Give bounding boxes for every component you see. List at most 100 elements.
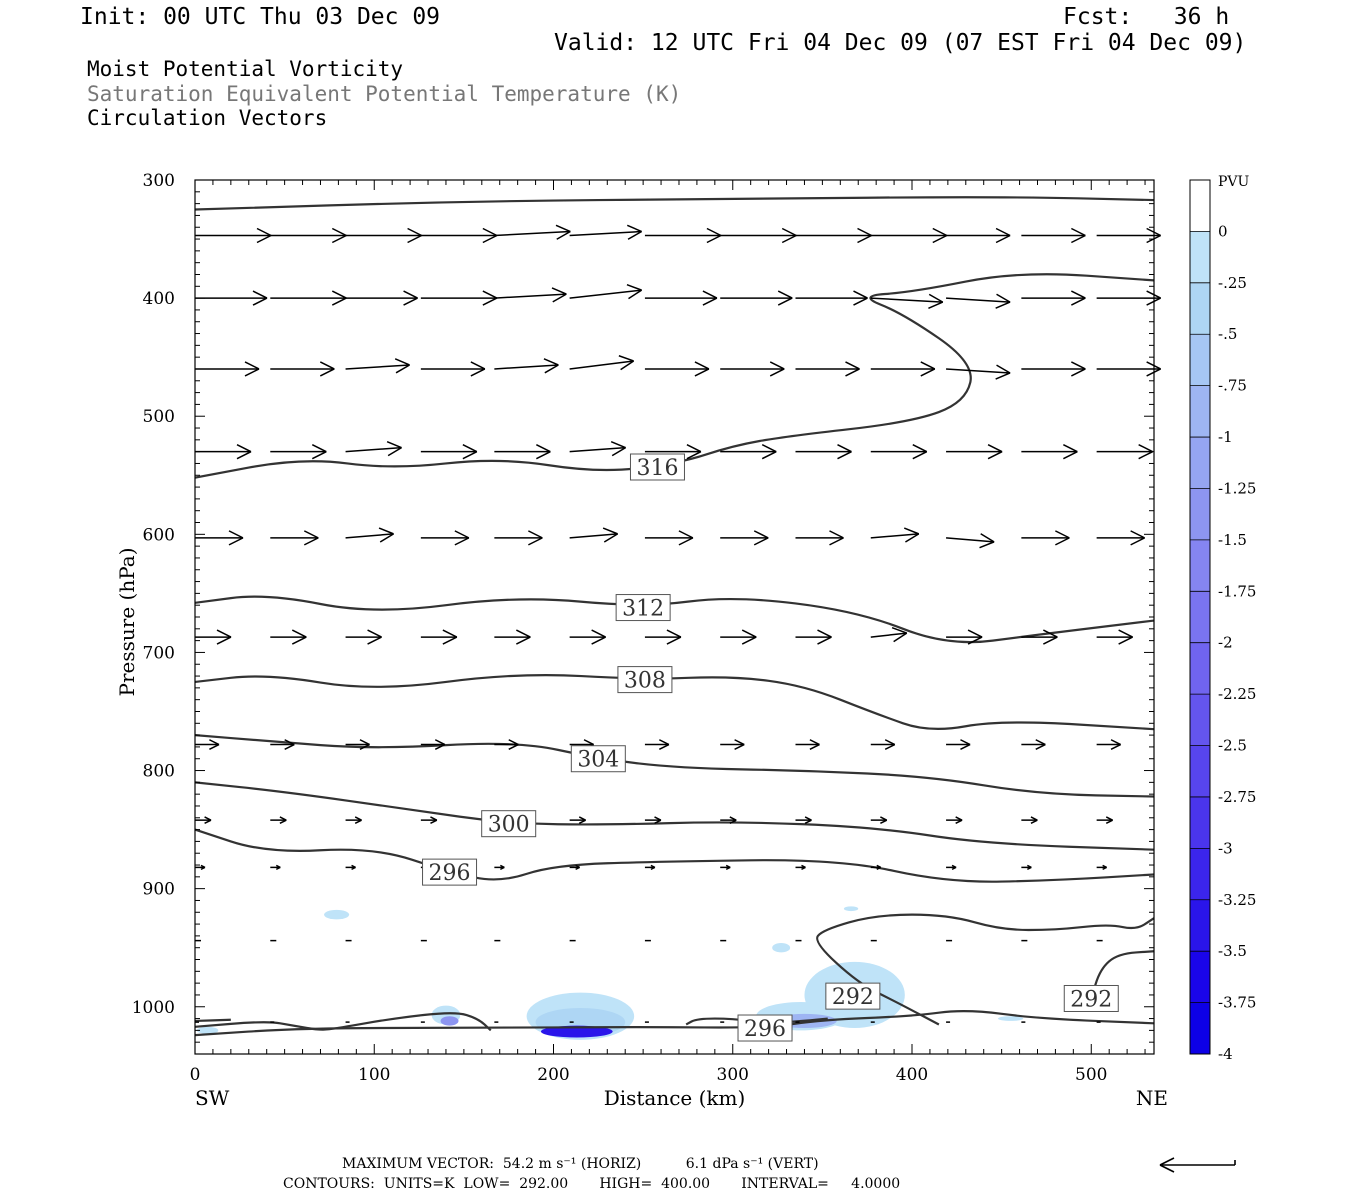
vector-arrow	[1096, 629, 1133, 645]
vector-arrow	[1021, 629, 1058, 645]
vector-arrow	[569, 527, 619, 543]
x-tick-label: 100	[358, 1065, 390, 1085]
vector-arrow	[1021, 739, 1046, 751]
vector-arrow	[1096, 816, 1113, 825]
colorbar-unit: PVU	[1218, 174, 1250, 190]
vector-arrow	[795, 227, 872, 244]
colorbar-segment	[1190, 437, 1210, 489]
svg-text:304: 304	[577, 748, 619, 773]
vector-arrow	[494, 287, 567, 303]
vector-arrow	[345, 527, 394, 543]
contour-label-296: 296	[422, 858, 478, 886]
vector-arrow	[1096, 739, 1121, 751]
contour-line-316	[195, 196, 1154, 211]
colorbar-segment	[1190, 899, 1210, 952]
vector-arrow	[644, 739, 670, 751]
pv-shade-patch	[440, 1016, 459, 1026]
contour-line-312	[195, 595, 1154, 644]
vector-arrow	[420, 227, 498, 244]
vector-arrow	[569, 629, 606, 645]
vector-arrow	[494, 629, 531, 645]
vector-arrow	[946, 364, 1011, 380]
vector-arrow	[946, 293, 1011, 309]
vector-arrow	[1096, 530, 1145, 546]
colorbar-tick-label: -3.75	[1218, 994, 1256, 1012]
contour-line-296	[195, 1010, 1154, 1037]
vector-arrow	[270, 227, 347, 244]
vector-arrow	[1021, 443, 1078, 460]
colorbar-tick-label: -.75	[1218, 377, 1247, 395]
contour-info-text: CONTOURS: UNITS=K LOW= 292.00 HIGH= 400.…	[283, 1176, 901, 1192]
contour-label-304: 304	[570, 745, 626, 773]
vector-arrow	[420, 361, 486, 377]
colorbar-segment	[1190, 1002, 1210, 1054]
colorbar-tick-label: -1.5	[1218, 531, 1247, 549]
vector-arrow	[270, 864, 281, 871]
sw-label: SW	[195, 1086, 230, 1110]
contour-line-300	[195, 781, 1154, 851]
forecast-hour: Fcst: 36 h	[1063, 4, 1230, 30]
x-tick-label: 0	[190, 1065, 201, 1085]
contour-label-312: 312	[615, 594, 671, 622]
ne-label: NE	[1136, 1086, 1168, 1110]
colorbar-layer: PVU 0 -.25 -.5 -.75 -1 -1.25 -1.5 -1.75 -2 -2.25 -2…	[1189, 174, 1256, 1063]
vector-arrow	[946, 443, 1003, 460]
x-tick-label: 500	[1075, 1065, 1107, 1085]
vector-arrow	[195, 629, 232, 645]
vector-arrow	[420, 629, 458, 645]
colorbar-segment	[1190, 385, 1210, 438]
vector-arrow	[644, 443, 702, 460]
svg-text:316: 316	[636, 456, 678, 481]
vector-arrow	[720, 227, 797, 244]
colorbar-tick-label: -3	[1218, 839, 1233, 857]
colorbar-tick-label: -1	[1218, 428, 1233, 446]
vector-arrow	[195, 290, 268, 306]
vector-arrow	[569, 816, 586, 825]
svg-text:292: 292	[832, 985, 874, 1010]
title-line-2: Saturation Equivalent Potential Temperat…	[87, 82, 682, 106]
svg-text:300: 300	[488, 813, 530, 838]
colorbar-segment	[1190, 231, 1210, 283]
vector-arrow	[644, 530, 694, 546]
contour-label-296: 296	[737, 1014, 793, 1042]
vector-arrow	[1096, 443, 1153, 460]
vector-arrow	[1096, 864, 1107, 871]
x-tick-label: 200	[537, 1065, 569, 1085]
colorbar-tick-label: -2.25	[1218, 685, 1256, 703]
contour-line-316	[195, 273, 1154, 479]
vector-arrow	[946, 227, 1011, 244]
vector-arrow	[270, 629, 307, 645]
pv-shade-patch	[324, 909, 350, 920]
vector-arrow	[494, 530, 543, 546]
contour-label-316: 316	[629, 453, 685, 481]
y-tick-label: 300	[143, 171, 175, 191]
init-time: Init: 00 UTC Thu 03 Dec 09	[80, 4, 441, 30]
vector-arrow	[720, 443, 777, 460]
vector-arrow	[195, 739, 220, 751]
vector-arrow	[946, 739, 971, 751]
pv-shade-patch	[843, 906, 859, 912]
vector-arrow	[420, 739, 446, 751]
svg-text:308: 308	[624, 669, 666, 694]
svg-text:296: 296	[744, 1017, 786, 1042]
vector-arrow	[720, 816, 737, 825]
vector-arrow	[1021, 361, 1086, 377]
contour-line-296	[195, 828, 1154, 883]
vector-arrow	[494, 224, 571, 240]
title-line-3: Circulation Vectors	[87, 106, 328, 130]
colorbar-tick-label: -2.75	[1218, 788, 1256, 806]
vector-arrow	[569, 283, 643, 300]
vector-arrow	[270, 443, 327, 460]
vector-arrow	[345, 227, 422, 244]
vector-arrow	[795, 361, 860, 377]
colorbar-segment	[1190, 745, 1210, 797]
vector-arrow	[1021, 530, 1070, 546]
vector-arrow	[345, 864, 356, 871]
vector-arrow	[345, 629, 382, 645]
vector-arrow	[494, 358, 559, 374]
vector-arrow	[946, 864, 957, 871]
vector-arrow	[870, 626, 908, 643]
pv-shade-patch	[196, 1026, 219, 1034]
y-tick-label: 1000	[132, 998, 175, 1018]
x-tick-label: 400	[896, 1065, 928, 1085]
